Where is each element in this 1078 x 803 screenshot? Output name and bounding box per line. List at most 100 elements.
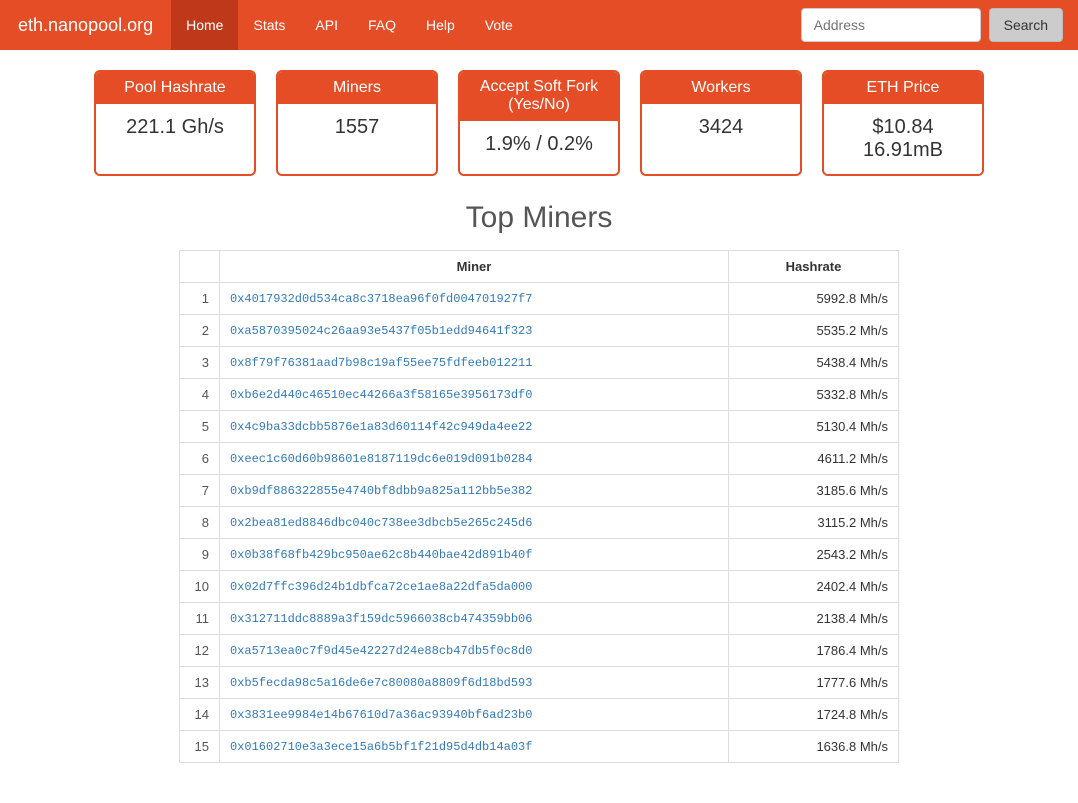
stat-card: Miners1557 [276, 70, 438, 176]
row-index: 13 [180, 667, 220, 699]
miner-link[interactable]: 0xb9df886322855e4740bf8dbb9a825a112bb5e3… [230, 484, 532, 498]
row-miner: 0x312711ddc8889a3f159dc5966038cb474359bb… [220, 603, 729, 635]
search-form: Search [801, 8, 1063, 42]
row-hashrate: 2138.4 Mh/s [729, 603, 899, 635]
nav-item-api[interactable]: API [300, 0, 353, 50]
table-row: 12 0xa5713ea0c7f9d45e42227d24e88cb47db5f0… [180, 635, 899, 667]
row-hashrate: 4611.2 Mh/s [729, 443, 899, 475]
row-index: 1 [180, 283, 220, 315]
stat-card: Accept Soft Fork (Yes/No)1.9% / 0.2% [458, 70, 620, 176]
stat-card-value: 1557 [278, 104, 436, 151]
miner-link[interactable]: 0x02d7ffc396d24b1dbfca72ce1ae8a22dfa5da0… [230, 580, 532, 594]
table-row: 3 0x8f79f76381aad7b98c19af55ee75fdfeeb012… [180, 347, 899, 379]
search-button[interactable]: Search [989, 8, 1063, 42]
row-hashrate: 5992.8 Mh/s [729, 283, 899, 315]
col-miner: Miner [220, 251, 729, 283]
miner-link[interactable]: 0x4c9ba33dcbb5876e1a83d60114f42c949da4ee… [230, 420, 532, 434]
miner-link[interactable]: 0x01602710e3a3ece15a6b5bf1f21d95d4db14a0… [230, 740, 532, 754]
table-row: 14 0x3831ee9984e14b67610d7a36ac93940bf6ad… [180, 699, 899, 731]
row-hashrate: 1636.8 Mh/s [729, 731, 899, 763]
row-hashrate: 5535.2 Mh/s [729, 315, 899, 347]
stat-card-title: Miners [278, 72, 436, 104]
table-row: 6 0xeec1c60d60b98601e8187119dc6e019d091b0… [180, 443, 899, 475]
col-index [180, 251, 220, 283]
row-hashrate: 3185.6 Mh/s [729, 475, 899, 507]
nav-item-help[interactable]: Help [411, 0, 470, 50]
row-miner: 0x0b38f68fb429bc950ae62c8b440bae42d891b4… [220, 539, 729, 571]
main-container: Pool Hashrate221.1 Gh/sMiners1557Accept … [79, 70, 999, 763]
miner-link[interactable]: 0x2bea81ed8846dbc040c738ee3dbcb5e265c245… [230, 516, 532, 530]
row-index: 3 [180, 347, 220, 379]
row-miner: 0xa5713ea0c7f9d45e42227d24e88cb47db5f0c8… [220, 635, 729, 667]
miner-link[interactable]: 0x3831ee9984e14b67610d7a36ac93940bf6ad23… [230, 708, 532, 722]
row-index: 4 [180, 379, 220, 411]
row-miner: 0x2bea81ed8846dbc040c738ee3dbcb5e265c245… [220, 507, 729, 539]
stat-card-value: 221.1 Gh/s [96, 104, 254, 151]
row-hashrate: 1786.4 Mh/s [729, 635, 899, 667]
miner-link[interactable]: 0x0b38f68fb429bc950ae62c8b440bae42d891b4… [230, 548, 532, 562]
miner-link[interactable]: 0xb5fecda98c5a16de6e7c80080a8809f6d18bd5… [230, 676, 532, 690]
row-miner: 0x3831ee9984e14b67610d7a36ac93940bf6ad23… [220, 699, 729, 731]
stat-card-value: 1.9% / 0.2% [460, 121, 618, 168]
row-hashrate: 1724.8 Mh/s [729, 699, 899, 731]
stat-card-title: Pool Hashrate [96, 72, 254, 104]
row-index: 15 [180, 731, 220, 763]
nav-item-faq[interactable]: FAQ [353, 0, 411, 50]
stat-card: Pool Hashrate221.1 Gh/s [94, 70, 256, 176]
row-hashrate: 5438.4 Mh/s [729, 347, 899, 379]
stat-card: ETH Price$10.84 16.91mB [822, 70, 984, 176]
row-miner: 0xb6e2d440c46510ec44266a3f58165e3956173d… [220, 379, 729, 411]
miner-link[interactable]: 0xa5713ea0c7f9d45e42227d24e88cb47db5f0c8… [230, 644, 532, 658]
miner-link[interactable]: 0x4017932d0d534ca8c3718ea96f0fd004701927… [230, 292, 532, 306]
stat-card-value: 3424 [642, 104, 800, 151]
row-index: 6 [180, 443, 220, 475]
row-index: 12 [180, 635, 220, 667]
miner-link[interactable]: 0x312711ddc8889a3f159dc5966038cb474359bb… [230, 612, 532, 626]
navbar: eth.nanopool.org HomeStatsAPIFAQHelpVote… [0, 0, 1078, 50]
table-header-row: Miner Hashrate [180, 251, 899, 283]
stats-row: Pool Hashrate221.1 Gh/sMiners1557Accept … [94, 70, 984, 176]
miner-link[interactable]: 0xa5870395024c26aa93e5437f05b1edd94641f3… [230, 324, 532, 338]
table-row: 15 0x01602710e3a3ece15a6b5bf1f21d95d4db14… [180, 731, 899, 763]
row-hashrate: 5332.8 Mh/s [729, 379, 899, 411]
row-miner: 0xeec1c60d60b98601e8187119dc6e019d091b02… [220, 443, 729, 475]
row-miner: 0x8f79f76381aad7b98c19af55ee75fdfeeb0122… [220, 347, 729, 379]
stat-card-title: ETH Price [824, 72, 982, 104]
row-index: 7 [180, 475, 220, 507]
table-row: 10 0x02d7ffc396d24b1dbfca72ce1ae8a22dfa5d… [180, 571, 899, 603]
stat-card-title: Accept Soft Fork (Yes/No) [460, 72, 618, 121]
search-input[interactable] [801, 8, 981, 42]
row-index: 10 [180, 571, 220, 603]
nav: HomeStatsAPIFAQHelpVote [171, 0, 801, 50]
table-row: 110x312711ddc8889a3f159dc5966038cb474359… [180, 603, 899, 635]
section-title: Top Miners [94, 201, 984, 235]
row-index: 5 [180, 411, 220, 443]
row-miner: 0x4c9ba33dcbb5876e1a83d60114f42c949da4ee… [220, 411, 729, 443]
row-index: 8 [180, 507, 220, 539]
row-index: 9 [180, 539, 220, 571]
miner-link[interactable]: 0xeec1c60d60b98601e8187119dc6e019d091b02… [230, 452, 532, 466]
row-hashrate: 2543.2 Mh/s [729, 539, 899, 571]
brand[interactable]: eth.nanopool.org [0, 0, 171, 50]
row-miner: 0xb9df886322855e4740bf8dbb9a825a112bb5e3… [220, 475, 729, 507]
col-hashrate: Hashrate [729, 251, 899, 283]
miner-link[interactable]: 0xb6e2d440c46510ec44266a3f58165e3956173d… [230, 388, 532, 402]
nav-item-home[interactable]: Home [171, 0, 238, 50]
row-index: 14 [180, 699, 220, 731]
table-row: 13 0xb5fecda98c5a16de6e7c80080a8809f6d18b… [180, 667, 899, 699]
row-miner: 0xa5870395024c26aa93e5437f05b1edd94641f3… [220, 315, 729, 347]
table-row: 7 0xb9df886322855e4740bf8dbb9a825a112bb5e… [180, 475, 899, 507]
stat-card: Workers3424 [640, 70, 802, 176]
nav-item-stats[interactable]: Stats [238, 0, 300, 50]
stat-card-title: Workers [642, 72, 800, 104]
row-hashrate: 1777.6 Mh/s [729, 667, 899, 699]
table-row: 20xa5870395024c26aa93e5437f05b1edd94641f… [180, 315, 899, 347]
table-row: 9 0x0b38f68fb429bc950ae62c8b440bae42d891b… [180, 539, 899, 571]
nav-item-vote[interactable]: Vote [470, 0, 528, 50]
top-miners-table: Miner Hashrate 1 0x4017932d0d534ca8c3718e… [179, 250, 899, 763]
table-row: 5 0x4c9ba33dcbb5876e1a83d60114f42c949da4e… [180, 411, 899, 443]
miner-link[interactable]: 0x8f79f76381aad7b98c19af55ee75fdfeeb0122… [230, 356, 532, 370]
table-row: 1 0x4017932d0d534ca8c3718ea96f0fd00470192… [180, 283, 899, 315]
row-hashrate: 5130.4 Mh/s [729, 411, 899, 443]
row-miner: 0x01602710e3a3ece15a6b5bf1f21d95d4db14a0… [220, 731, 729, 763]
